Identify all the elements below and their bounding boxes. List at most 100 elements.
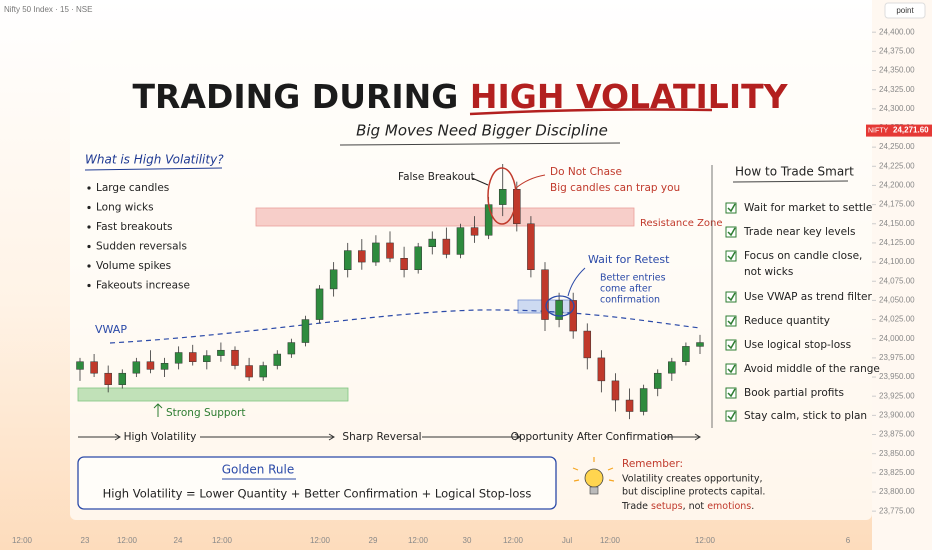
candle-body <box>217 349 225 356</box>
candle-body <box>118 372 127 385</box>
y-tick-label: 23,800.00 <box>879 487 915 496</box>
x-tick-label: 12:00 <box>503 536 524 545</box>
candle-body <box>104 372 112 385</box>
phase-label: Opportunity After Confirmation <box>511 431 674 443</box>
candle-body <box>668 361 676 374</box>
checkmark <box>727 227 736 237</box>
candle-body <box>245 365 253 378</box>
x-tick-label: Jul <box>562 536 572 545</box>
remember-word: setups <box>651 501 683 512</box>
bullet <box>87 225 91 229</box>
y-tick-label: 24,250.00 <box>879 142 915 151</box>
phases: High Volatility Sharp Reversal Opportunity… <box>78 431 701 443</box>
subtitle-underline <box>339 142 621 146</box>
support-label: Strong Support <box>166 407 245 419</box>
y-tick-label: 23,975.00 <box>879 353 915 362</box>
x-tick-label: 24 <box>174 536 183 545</box>
checkmark <box>727 251 736 261</box>
y-tick-label: 24,400.00 <box>879 27 915 36</box>
candle-body <box>442 238 451 255</box>
x-tick-label: 29 <box>369 536 378 545</box>
checkbox <box>725 315 737 327</box>
candle-body <box>498 189 507 205</box>
y-tick-label: 24,025.00 <box>879 315 915 324</box>
how-list: Wait for market to settle Trade near key … <box>725 202 880 422</box>
breakout-arrow <box>471 177 489 186</box>
remember-word: Trade <box>621 501 651 512</box>
candle-body <box>625 399 634 412</box>
breakout-circle <box>487 167 517 225</box>
y-tick-label: 24,100.00 <box>879 257 915 266</box>
phase-arrow <box>200 433 335 441</box>
candle-body <box>583 330 592 359</box>
how-item: Stay calm, stick to plan <box>744 410 867 422</box>
checkbox <box>725 291 737 303</box>
candle-body <box>315 288 324 320</box>
candle-body <box>386 242 394 259</box>
remember-word: emotions <box>707 501 751 512</box>
remember-line: Trade setups, not emotions. <box>621 501 754 512</box>
retest-label: Wait for Retest <box>588 253 670 266</box>
retest-note-line: confirmation <box>600 295 660 306</box>
title: TRADING DURING HIGH VOLATILITY <box>132 77 788 116</box>
y-tick-label: 23,900.00 <box>879 410 915 419</box>
y-tick-label: 23,850.00 <box>879 449 915 458</box>
remember-word: . <box>751 501 754 512</box>
candle-body <box>400 258 408 270</box>
golden-rule-text: High Volatility = Lower Quantity + Bette… <box>103 487 532 501</box>
y-tick-label: 23,925.00 <box>879 391 915 400</box>
candle-body <box>484 204 493 236</box>
vwap-label: VWAP <box>95 323 127 336</box>
remember-heading: Remember: <box>622 458 683 470</box>
candle-body <box>541 269 549 320</box>
checkmark <box>727 203 736 213</box>
candle-body <box>555 300 563 320</box>
phase-arrow <box>78 433 121 441</box>
do-not-chase: Do Not Chase <box>550 166 622 178</box>
what-list: Large candles Long wicks Fast breakouts Sud… <box>87 182 190 292</box>
candle-body <box>132 361 141 374</box>
y-tick-label: 23,875.00 <box>879 430 915 439</box>
remember-word: , not <box>683 501 708 512</box>
phase-arrow <box>422 433 521 441</box>
how-item: Book partial profits <box>744 387 844 399</box>
lightbulb-icon <box>572 457 615 495</box>
candle-body <box>287 342 296 355</box>
how-underline <box>732 180 849 183</box>
what-item: Long wicks <box>96 202 154 214</box>
bullet <box>87 283 91 288</box>
x-tick-label: 23 <box>81 536 90 545</box>
y-tick-label: 24,000.00 <box>879 334 915 343</box>
y-tick-label: 24,175.00 <box>879 200 915 209</box>
bullet <box>87 186 91 190</box>
subtitle: Big Moves Need Bigger Discipline <box>356 122 608 140</box>
candle-body <box>569 300 577 332</box>
how-item: Use logical stop-loss <box>744 339 851 351</box>
title-prefix: TRADING DURING <box>132 77 469 116</box>
y-tick-label: 23,825.00 <box>879 468 915 477</box>
price-tag-symbol: NIFTY <box>868 127 889 134</box>
mode-button[interactable] <box>884 2 926 19</box>
what-heading: What is High Volatility? <box>85 153 224 167</box>
checkmark <box>727 316 736 326</box>
y-tick-label: 24,200.00 <box>879 181 915 190</box>
candle-body <box>682 346 690 362</box>
candle-body <box>653 372 662 389</box>
candle-body <box>513 189 521 225</box>
x-tick-label: 12:00 <box>600 536 621 545</box>
checkbox <box>725 226 737 238</box>
what-underline <box>84 167 223 171</box>
what-item: Fast breakouts <box>96 221 172 233</box>
checkmark <box>727 292 736 302</box>
candle-body <box>611 380 620 401</box>
chase-arrow <box>515 174 546 189</box>
mode-label[interactable]: point <box>896 6 914 15</box>
candle-body <box>470 227 479 236</box>
what-item: Volume spikes <box>96 260 171 272</box>
y-tick-label: 23,775.00 <box>879 506 915 515</box>
checkbox <box>725 250 737 262</box>
y-tick-label: 24,225.00 <box>879 161 915 170</box>
candle-body <box>301 319 310 343</box>
checkbox <box>725 410 737 422</box>
